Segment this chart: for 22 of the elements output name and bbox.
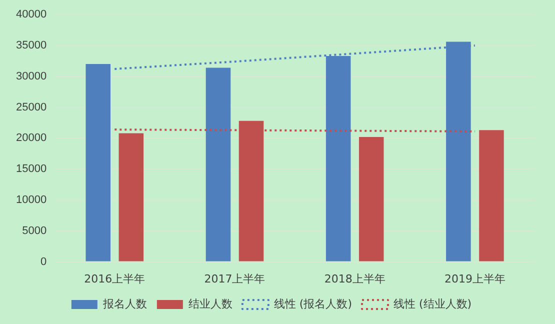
x-tick-label: 2016上半年 (84, 272, 146, 286)
x-tick-label: 2018上半年 (324, 272, 386, 286)
y-tick-label: 0 (40, 256, 47, 268)
x-tick-label: 2019上半年 (444, 272, 506, 286)
y-tick-label: 35000 (16, 40, 47, 52)
y-tick-label: 30000 (16, 70, 47, 82)
y-tick-label: 15000 (16, 163, 47, 176)
y-tick-label: 5000 (22, 224, 47, 237)
y-tick-label: 25000 (16, 101, 47, 114)
legend-label: 线性 (报名人数) (274, 297, 352, 310)
y-tick-label: 20000 (16, 132, 47, 144)
x-tick-label: 2017上半年 (204, 272, 266, 286)
legend-label: 线性 (结业人数) (394, 297, 472, 310)
bar (358, 136, 384, 262)
bar (86, 64, 111, 262)
y-tick-label: 40000 (16, 8, 47, 21)
legend-label: 结业人数 (188, 297, 232, 310)
y-tick-label: 10000 (16, 194, 47, 206)
bar (118, 133, 144, 262)
bar (479, 130, 504, 262)
bar (206, 68, 231, 262)
legend-label: 报名人数 (102, 297, 147, 310)
